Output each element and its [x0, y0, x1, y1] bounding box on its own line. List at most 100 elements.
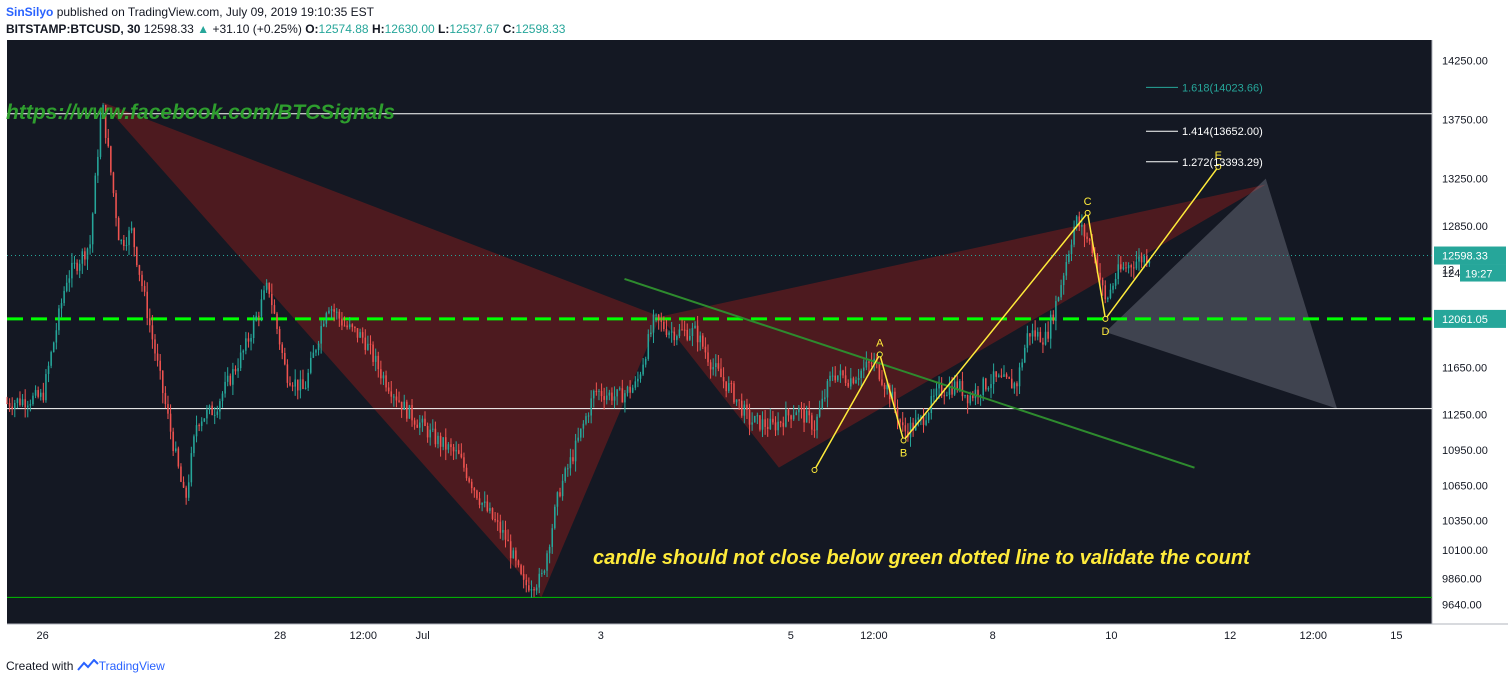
candle-body: [839, 370, 842, 376]
candle-body: [972, 395, 974, 399]
candle-body: [71, 262, 73, 279]
candle-body: [896, 406, 899, 420]
candle-body: [161, 370, 164, 394]
candle-body: [151, 325, 154, 340]
candle-body: [1078, 216, 1081, 227]
y-tick-label: 11250.00: [1442, 410, 1487, 422]
candle-body: [245, 338, 247, 351]
candle-body: [149, 318, 151, 326]
candle-body: [590, 398, 592, 416]
candle-body: [286, 364, 289, 383]
candle-body: [86, 248, 89, 260]
candle-body: [169, 413, 172, 432]
candle-body: [1021, 362, 1023, 368]
candle-body: [450, 444, 452, 448]
candle-body: [515, 550, 517, 561]
candle-body: [341, 318, 343, 326]
candle-body: [800, 407, 803, 409]
candle-body: [281, 344, 283, 353]
candle-body: [561, 480, 564, 497]
symbol-label[interactable]: BITSTAMP:BTCUSD, 30: [6, 22, 141, 36]
candle-body: [1039, 331, 1042, 343]
candle-body: [969, 395, 972, 404]
candle-body: [128, 230, 130, 246]
candle-body: [330, 309, 333, 311]
wave-point-0: [811, 467, 818, 474]
candle-body: [722, 377, 725, 382]
candle-body: [486, 501, 489, 511]
candle-body: [663, 321, 665, 330]
wave-label-E: E: [1215, 150, 1222, 162]
candle-body: [37, 390, 39, 397]
candle-body: [559, 492, 561, 497]
candle-body: [406, 401, 408, 419]
candle-body: [639, 374, 642, 379]
close-value: 12598.33: [515, 22, 566, 36]
candle-body: [460, 453, 463, 458]
x-tick-label: Jul: [416, 630, 430, 642]
candle-body: [1016, 383, 1018, 387]
candle-body: [263, 290, 265, 300]
close-label: C:: [502, 22, 516, 36]
candle-body: [229, 375, 232, 385]
candle-body: [564, 468, 566, 481]
candle-body: [224, 381, 226, 394]
candle-body: [21, 399, 24, 406]
candle-body: [1005, 374, 1008, 378]
candle-body: [567, 468, 569, 470]
candle-body: [977, 389, 979, 397]
candle-body: [637, 378, 639, 382]
candle-body: [84, 251, 86, 260]
candle-body: [195, 425, 198, 437]
candle-body: [374, 355, 377, 362]
candle-body: [857, 378, 860, 380]
candle-body: [824, 397, 826, 399]
x-tick-label: 12:00: [349, 630, 377, 642]
candle-body: [761, 419, 764, 430]
candle-body: [421, 418, 424, 423]
candle-body: [380, 369, 382, 379]
tradingview-link[interactable]: TradingView: [98, 659, 165, 673]
candle-body: [538, 573, 541, 588]
candle-body: [208, 405, 211, 410]
wave-point-5: [1215, 163, 1222, 170]
candle-body: [390, 391, 393, 397]
x-tick-label: 28: [274, 630, 286, 642]
candle-body: [551, 528, 554, 547]
candle-body: [681, 329, 683, 331]
candle-body: [1138, 256, 1140, 262]
candle-body: [816, 416, 818, 431]
author-link[interactable]: SinSilyo: [6, 5, 54, 19]
candle-body: [309, 357, 312, 373]
candle-body: [1143, 255, 1145, 263]
candle-body: [60, 303, 63, 309]
candle-body: [850, 378, 852, 387]
candle-body: [317, 343, 320, 351]
candle-body: [94, 175, 97, 214]
price-chart[interactable]: A B C D E 1.618(14023.66) 1.414(13652.00) 1.272…: [0, 40, 1508, 652]
candle-body: [725, 381, 727, 392]
candle-body: [974, 389, 977, 399]
candle-body: [925, 420, 927, 425]
candle-body: [110, 146, 112, 173]
candle-body: [1010, 378, 1013, 389]
price-badge-label-1: 12061.05: [1442, 314, 1488, 326]
candle-body: [442, 437, 444, 447]
candle-body: [985, 378, 987, 390]
candle-body: [1013, 383, 1016, 389]
candle-body: [813, 429, 816, 431]
fib-level-label-1: 1.414(13652.00): [1182, 126, 1263, 138]
candle-body: [393, 396, 395, 398]
candle-body: [250, 338, 252, 342]
candle-body: [1145, 255, 1148, 264]
candle-body: [535, 587, 538, 591]
candle-body: [733, 383, 735, 403]
candle-body: [1114, 278, 1117, 286]
candle-body: [520, 565, 522, 575]
candle-body: [933, 395, 935, 397]
candle-body: [743, 404, 746, 416]
candle-body: [600, 390, 603, 397]
candle-body: [870, 362, 873, 364]
candle-body: [29, 404, 32, 406]
candle-body: [125, 245, 128, 247]
